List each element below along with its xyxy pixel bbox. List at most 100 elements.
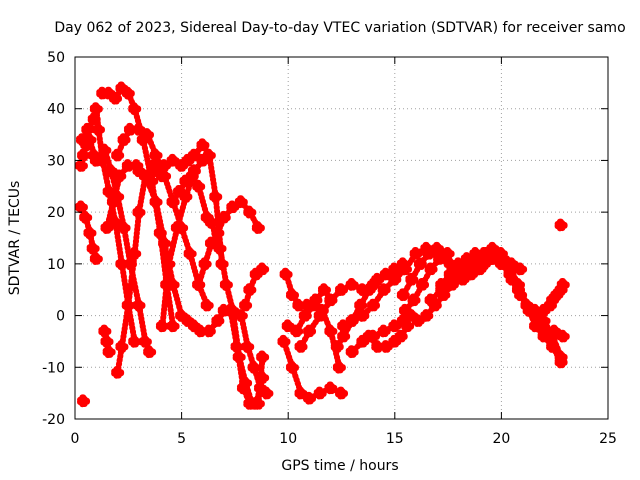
data-point xyxy=(251,396,265,410)
data-point xyxy=(172,184,186,198)
y-tick-label: -10 xyxy=(42,360,65,376)
data-point xyxy=(128,102,142,116)
data-point xyxy=(98,324,112,338)
y-tick-label: 10 xyxy=(47,257,65,273)
x-tick-label: 10 xyxy=(279,431,297,447)
data-point xyxy=(98,143,112,157)
data-point xyxy=(132,205,146,219)
data-point xyxy=(514,288,528,302)
data-point xyxy=(192,278,206,292)
data-point xyxy=(104,164,118,178)
data-point xyxy=(285,360,299,374)
data-point xyxy=(279,267,293,281)
data-point xyxy=(74,200,88,214)
data-point xyxy=(204,236,218,250)
data-point xyxy=(477,257,491,271)
series-arc-18 xyxy=(277,334,348,405)
data-point xyxy=(377,283,391,297)
data-point xyxy=(143,345,157,359)
data-point xyxy=(200,298,214,312)
data-point xyxy=(337,319,351,333)
chart-title: Day 062 of 2023, Sidereal Day-to-day VTE… xyxy=(54,20,625,36)
data-point xyxy=(281,319,295,333)
series-arc-20 xyxy=(281,298,346,374)
data-point xyxy=(435,278,449,292)
data-point xyxy=(294,340,308,354)
data-point xyxy=(149,164,163,178)
data-point xyxy=(187,148,201,162)
series-arc-11 xyxy=(155,153,210,333)
data-point xyxy=(132,122,146,136)
x-tick-label: 15 xyxy=(386,431,404,447)
series-isolated-2 xyxy=(554,218,568,232)
data-point xyxy=(91,122,105,136)
data-point xyxy=(158,169,172,183)
data-point xyxy=(100,334,114,348)
data-point xyxy=(335,386,348,400)
data-point xyxy=(537,314,551,328)
data-point xyxy=(166,278,180,292)
y-tick-label: 0 xyxy=(56,309,65,325)
data-point xyxy=(109,215,123,229)
data-point xyxy=(89,102,103,116)
data-point xyxy=(117,221,131,235)
data-point xyxy=(74,159,88,173)
data-point xyxy=(379,267,393,281)
series-arc-13 xyxy=(192,195,265,292)
data-point xyxy=(337,329,351,343)
data-point xyxy=(298,309,312,323)
y-tick-label: 50 xyxy=(47,50,65,66)
data-point xyxy=(332,360,346,374)
data-point xyxy=(379,340,393,354)
series-arc-17 xyxy=(239,262,270,312)
data-point xyxy=(128,247,142,261)
data-point xyxy=(132,164,146,178)
data-point xyxy=(196,153,210,167)
data-point xyxy=(87,112,101,126)
series-arc-34 xyxy=(505,272,570,343)
series-arc-26 xyxy=(396,241,455,302)
data-point xyxy=(198,257,212,271)
data-point xyxy=(405,272,419,286)
data-point xyxy=(219,278,233,292)
data-point xyxy=(324,324,338,338)
series-isolated-1 xyxy=(77,394,91,408)
series-arc-3 xyxy=(74,200,103,266)
data-point xyxy=(430,241,444,255)
data-point xyxy=(531,319,545,333)
data-point xyxy=(345,314,359,328)
data-point xyxy=(556,329,570,343)
data-point xyxy=(477,247,491,261)
data-point xyxy=(209,190,223,204)
series-arc-16 xyxy=(234,309,274,400)
data-point xyxy=(307,298,321,312)
data-point xyxy=(140,169,154,183)
data-point xyxy=(550,288,564,302)
data-point xyxy=(396,288,410,302)
data-point xyxy=(543,298,557,312)
data-point xyxy=(234,309,248,323)
data-point xyxy=(239,376,253,390)
x-tick-label: 20 xyxy=(492,431,510,447)
data-point xyxy=(140,128,154,142)
data-point xyxy=(362,283,376,297)
data-point xyxy=(117,133,131,147)
data-point xyxy=(77,394,91,408)
data-point xyxy=(345,278,359,292)
series-arc-25 xyxy=(362,319,415,354)
data-point xyxy=(162,257,176,271)
data-point xyxy=(196,138,210,152)
data-point xyxy=(388,262,402,276)
data-point xyxy=(366,298,380,312)
axis-ticks: 0 5 10 15 20 25 -20 -10 0 10 20 30 40 50 xyxy=(42,50,617,447)
data-point xyxy=(486,241,500,255)
data-point xyxy=(83,226,97,240)
data-point xyxy=(514,262,528,276)
data-point xyxy=(460,257,474,271)
data-point xyxy=(109,91,123,105)
y-tick-label: 30 xyxy=(47,153,65,169)
data-point xyxy=(424,262,438,276)
data-point xyxy=(166,195,180,209)
data-point xyxy=(166,153,180,167)
series-arc-35 xyxy=(543,278,570,312)
